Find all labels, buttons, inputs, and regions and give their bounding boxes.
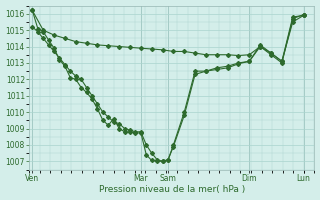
X-axis label: Pression niveau de la mer( hPa ): Pression niveau de la mer( hPa )	[99, 185, 245, 194]
